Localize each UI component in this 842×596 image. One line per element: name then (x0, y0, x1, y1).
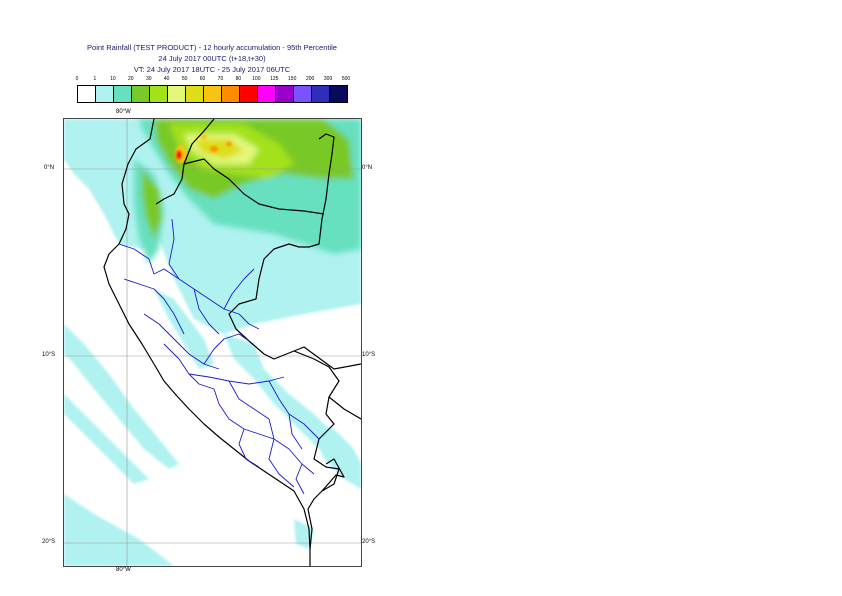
legend-tick-label: 300 (323, 76, 333, 82)
legend-swatch (204, 86, 222, 102)
regional-boundaries (118, 218, 320, 495)
legend-tick-label: 200 (305, 76, 315, 82)
legend-tick-labels: 0 1 10 20 30 40 50 60 70 80 100 125 150 200 300 500 (75, 76, 351, 85)
title-line-1: Point Rainfall (TEST PRODUCT) - 12 hourl… (87, 43, 337, 52)
legend-tick-label: 1 (93, 76, 97, 82)
legend-swatch (222, 86, 240, 102)
legend-tick-label: 30 (145, 76, 152, 82)
legend-swatch (150, 86, 168, 102)
legend-tick-label: 150 (288, 76, 297, 82)
lat-label-0n-right: 0°N (362, 165, 373, 171)
legend-tick-label: 20 (128, 76, 134, 82)
legend-swatch (78, 86, 96, 102)
legend-swatch (132, 86, 150, 102)
legend-swatch (186, 86, 204, 102)
legend-tick-label: 50 (181, 76, 188, 82)
lon-label-80w-top: 80°W (116, 109, 131, 115)
lat-label-20s-right: 20°S (362, 539, 376, 545)
legend-tick-label: 0 (75, 76, 79, 82)
legend-tick-label: 500 (341, 76, 351, 82)
legend-swatch (96, 86, 114, 102)
legend-tick-label: 125 (270, 76, 279, 82)
legend-swatch (276, 86, 294, 102)
lon-label-80w-bottom: 80°W (116, 567, 131, 573)
legend-swatch (240, 86, 258, 102)
legend-swatches (77, 85, 348, 103)
legend-tick-label: 10 (110, 76, 116, 82)
lat-label-10s-left: 10°S (42, 352, 56, 358)
legend-tick-label: 70 (217, 76, 224, 82)
color-legend: 0 1 10 20 30 40 50 60 70 80 100 125 150 200 300 500 (75, 76, 351, 103)
map-panel (63, 118, 362, 567)
map-canvas (64, 119, 361, 566)
title-line-3: VT: 24 July 2017 18UTC - 25 July 2017 06… (133, 65, 291, 74)
title-line-2: 24 July 2017 00UTC (t+18,t+30) (158, 54, 266, 63)
legend-swatch (258, 86, 276, 102)
rainfall-field-heavy (175, 134, 232, 163)
lat-label-20s-left: 20°S (42, 539, 56, 545)
legend-swatch (294, 86, 312, 102)
country-borders (103, 119, 361, 566)
legend-swatch (312, 86, 330, 102)
legend-tick-label: 60 (199, 76, 206, 82)
legend-tick-label: 100 (252, 76, 261, 82)
lat-label-0n-left: 0°N (44, 165, 55, 171)
chart-title-block: Point Rainfall (TEST PRODUCT) - 12 hourl… (0, 42, 424, 75)
legend-tick-label: 40 (163, 76, 170, 82)
legend-tick-label: 80 (235, 76, 242, 82)
legend-swatch (114, 86, 132, 102)
gridlines (64, 119, 361, 566)
legend-swatch (168, 86, 186, 102)
legend-swatch (330, 86, 347, 102)
lat-label-10s-right: 10°S (362, 352, 376, 358)
